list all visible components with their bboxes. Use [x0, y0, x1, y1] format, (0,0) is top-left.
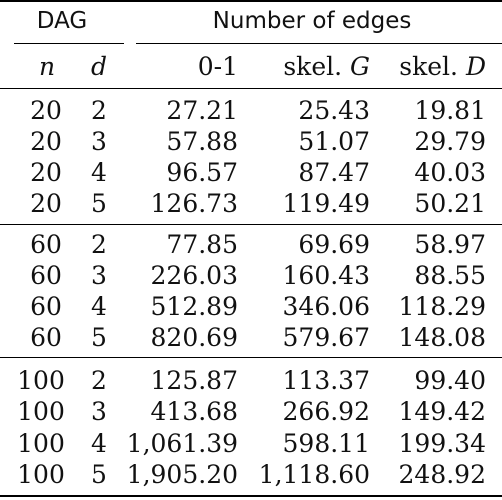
- cell-d: 4: [91, 292, 107, 321]
- cell-d: 3: [91, 127, 107, 156]
- cell-01: 1,905.20: [126, 460, 238, 489]
- dag-group-rule: [14, 43, 124, 44]
- cell-n: 60: [30, 230, 62, 259]
- cell-d: 3: [91, 261, 107, 290]
- cell-skel-g: 579.67: [282, 323, 370, 352]
- cell-01: 820.69: [150, 323, 238, 352]
- cell-skel-g: 266.92: [282, 397, 370, 426]
- cell-skel-d: 248.92: [398, 460, 486, 489]
- top-rule: [0, 0, 502, 2]
- col-header-skel-d: skel. D: [399, 52, 486, 81]
- cell-d: 2: [91, 230, 107, 259]
- cell-n: 60: [30, 292, 62, 321]
- cell-skel-d: 88.55: [414, 261, 486, 290]
- cell-n: 60: [30, 261, 62, 290]
- bottom-rule: [0, 495, 502, 497]
- cell-01: 27.21: [166, 96, 238, 125]
- cell-n: 60: [30, 323, 62, 352]
- cell-d: 4: [91, 158, 107, 187]
- cell-skel-g: 346.06: [282, 292, 370, 321]
- cell-skel-d: 40.03: [414, 158, 486, 187]
- cell-n: 20: [30, 96, 62, 125]
- cell-skel-g: 1,118.60: [258, 460, 370, 489]
- cell-n: 100: [17, 429, 65, 458]
- cell-d: 2: [91, 366, 107, 395]
- cell-skel-d: 118.29: [398, 292, 486, 321]
- col-header-01: 0-1: [197, 52, 238, 81]
- cell-skel-g: 160.43: [282, 261, 370, 290]
- cell-n: 20: [30, 158, 62, 187]
- cell-skel-g: 51.07: [298, 127, 370, 156]
- cell-d: 5: [91, 460, 107, 489]
- cell-skel-d: 19.81: [414, 96, 486, 125]
- cell-01: 126.73: [150, 189, 238, 218]
- col-header-skel-g: skel. G: [283, 52, 370, 81]
- edges-group-rule: [136, 43, 502, 44]
- cell-skel-g: 87.47: [298, 158, 370, 187]
- cell-01: 77.85: [166, 230, 238, 259]
- cell-d: 4: [91, 429, 107, 458]
- cell-01: 125.87: [150, 366, 238, 395]
- cell-skel-d: 149.42: [398, 397, 486, 426]
- col-header-d: d: [90, 52, 108, 81]
- cell-skel-g: 25.43: [298, 96, 370, 125]
- cell-skel-d: 148.08: [398, 323, 486, 352]
- cell-skel-d: 29.79: [414, 127, 486, 156]
- cell-n: 100: [17, 460, 65, 489]
- cell-01: 226.03: [150, 261, 238, 290]
- edges-group-header: Number of edges: [212, 8, 412, 34]
- cell-skel-g: 598.11: [282, 429, 370, 458]
- cell-01: 1,061.39: [126, 429, 238, 458]
- cell-skel-d: 199.34: [398, 429, 486, 458]
- cell-01: 57.88: [166, 127, 238, 156]
- cell-01: 413.68: [150, 397, 238, 426]
- cell-n: 100: [17, 397, 65, 426]
- cell-01: 512.89: [150, 292, 238, 321]
- block-rule-2: [0, 357, 502, 358]
- block-rule-1: [0, 224, 502, 225]
- cell-skel-d: 99.40: [414, 366, 486, 395]
- header-rule: [0, 88, 502, 89]
- col-header-n: n: [38, 52, 56, 81]
- cell-d: 3: [91, 397, 107, 426]
- cell-n: 100: [17, 366, 65, 395]
- cell-d: 2: [91, 96, 107, 125]
- cell-skel-g: 113.37: [282, 366, 370, 395]
- cell-n: 20: [30, 189, 62, 218]
- dag-group-header: DAG: [36, 8, 88, 34]
- cell-skel-d: 58.97: [414, 230, 486, 259]
- cell-skel-g: 69.69: [298, 230, 370, 259]
- cell-d: 5: [91, 323, 107, 352]
- cell-skel-d: 50.21: [414, 189, 486, 218]
- cell-d: 5: [91, 189, 107, 218]
- cell-skel-g: 119.49: [282, 189, 370, 218]
- cell-01: 96.57: [166, 158, 238, 187]
- cell-n: 20: [30, 127, 62, 156]
